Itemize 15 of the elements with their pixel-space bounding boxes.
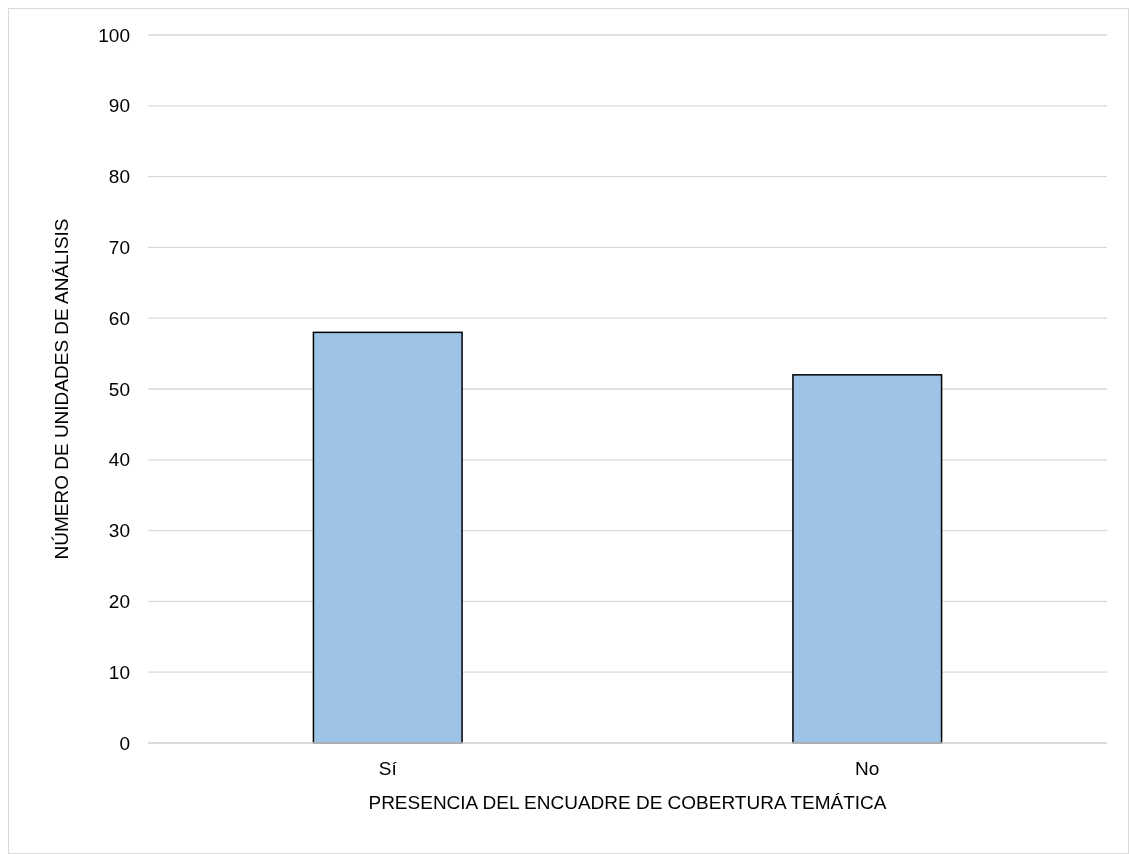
y-tick-label: 0 xyxy=(119,732,130,754)
x-tick-label: Sí xyxy=(378,758,398,779)
x-tick-label: No xyxy=(855,758,880,779)
y-tick-label: 10 xyxy=(108,661,130,683)
y-axis-title: NÚMERO DE UNIDADES DE ANÁLISIS xyxy=(51,218,72,560)
y-tick-label: 80 xyxy=(108,166,130,188)
y-tick-label: 40 xyxy=(108,449,130,471)
x-axis-title: PRESENCIA DEL ENCUADRE DE COBERTURA TEMÁTICA xyxy=(368,792,887,813)
y-tick-label: 60 xyxy=(108,307,130,329)
y-tick-label: 50 xyxy=(108,378,130,400)
y-tick-label: 100 xyxy=(98,24,130,46)
y-tick-label: 90 xyxy=(108,95,130,117)
y-tick-label: 70 xyxy=(108,237,130,259)
y-tick-label: 20 xyxy=(108,591,130,613)
y-tick-label: 30 xyxy=(108,520,130,542)
